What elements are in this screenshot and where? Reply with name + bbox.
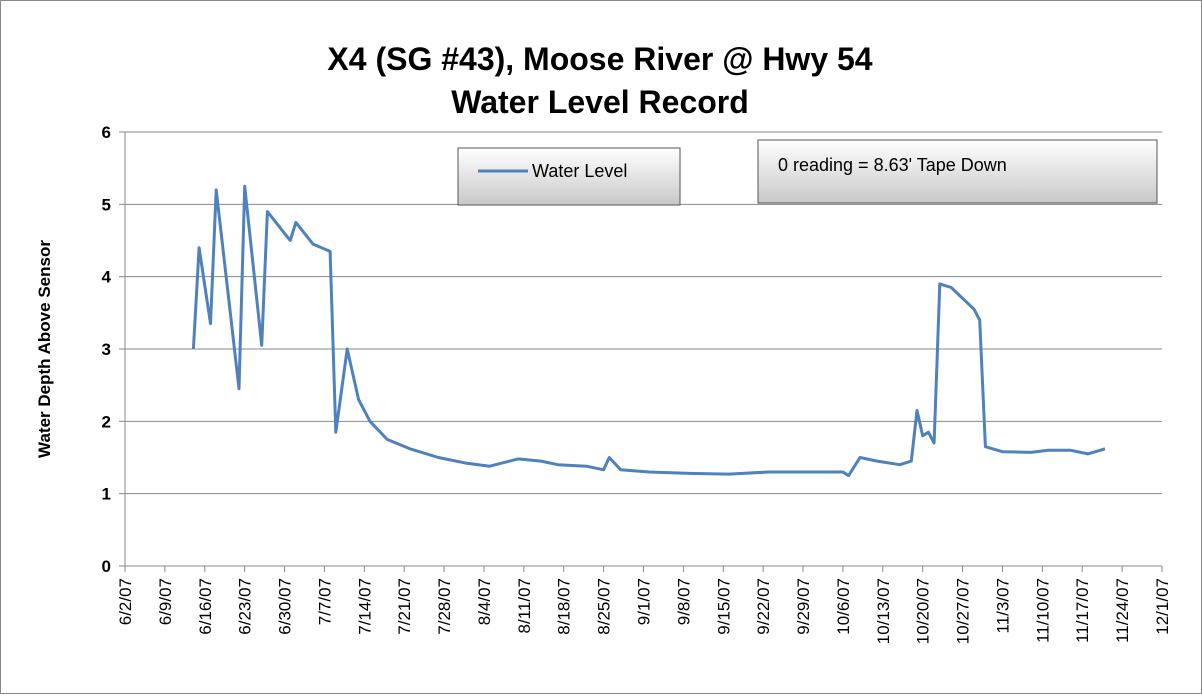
x-tick-label: 6/2/07 bbox=[116, 578, 135, 625]
x-tick-label: 11/3/07 bbox=[993, 578, 1012, 633]
x-tick-label: 11/17/07 bbox=[1073, 578, 1092, 643]
y-tick-label: 6 bbox=[102, 123, 111, 142]
y-tick-label: 1 bbox=[102, 485, 111, 504]
x-tick-label: 9/1/07 bbox=[635, 578, 654, 625]
x-tick-label: 9/22/07 bbox=[754, 578, 773, 635]
x-tick-label: 6/16/07 bbox=[196, 578, 215, 635]
annotation-box bbox=[757, 139, 1158, 204]
legend-label: Water Level bbox=[532, 161, 627, 181]
x-tick-label: 8/25/07 bbox=[595, 578, 614, 635]
x-tick-label: 8/18/07 bbox=[555, 578, 574, 635]
data-line bbox=[191, 184, 1106, 478]
x-tick-label: 10/6/07 bbox=[834, 578, 853, 635]
x-tick-label: 6/23/07 bbox=[236, 578, 255, 635]
x-tick-label: 10/27/07 bbox=[954, 578, 973, 644]
x-tick-label: 8/4/07 bbox=[475, 578, 494, 625]
x-tick-label: 11/24/07 bbox=[1113, 578, 1132, 643]
y-tick-label: 5 bbox=[102, 195, 111, 214]
x-tick-label: 9/15/07 bbox=[714, 578, 733, 635]
legend-box bbox=[457, 147, 681, 206]
x-tick-label: 6/9/07 bbox=[156, 578, 175, 625]
x-tick-label: 7/7/07 bbox=[315, 578, 334, 625]
y-tick-label: 0 bbox=[102, 557, 111, 576]
chart-title: X4 (SG #43), Moose River @ Hwy 54 bbox=[327, 41, 872, 77]
x-tick-label: 8/11/07 bbox=[515, 578, 534, 633]
x-tick-label: 12/1/07 bbox=[1153, 578, 1172, 635]
annotation: 0 reading = 8.63' Tape Down bbox=[778, 155, 1007, 175]
x-tick-label: 6/30/07 bbox=[276, 578, 295, 635]
x-tick-label: 9/8/07 bbox=[674, 578, 693, 625]
y-tick-label: 2 bbox=[102, 412, 111, 431]
x-tick-label: 10/13/07 bbox=[874, 578, 893, 644]
x-tick-label: 11/10/07 bbox=[1033, 578, 1052, 643]
y-tick-label: 3 bbox=[102, 340, 111, 359]
plot: 0 1 2 3 4 5 6 6/2/07 6/9/07 6/16/07 6/23/07 6/30/07… bbox=[102, 123, 1172, 644]
chart-title: Water Level Record bbox=[451, 84, 749, 120]
x-tick-label: 7/28/07 bbox=[435, 578, 454, 635]
y-tick-label: 4 bbox=[102, 268, 112, 287]
y-axis-label: Water Depth Above Sensor bbox=[35, 240, 54, 458]
x-tick-label: 10/20/07 bbox=[914, 578, 933, 644]
x-tick-label: 7/21/07 bbox=[395, 578, 414, 635]
x-tick-label: 7/14/07 bbox=[355, 578, 374, 635]
x-tick-label: 9/29/07 bbox=[794, 578, 813, 635]
